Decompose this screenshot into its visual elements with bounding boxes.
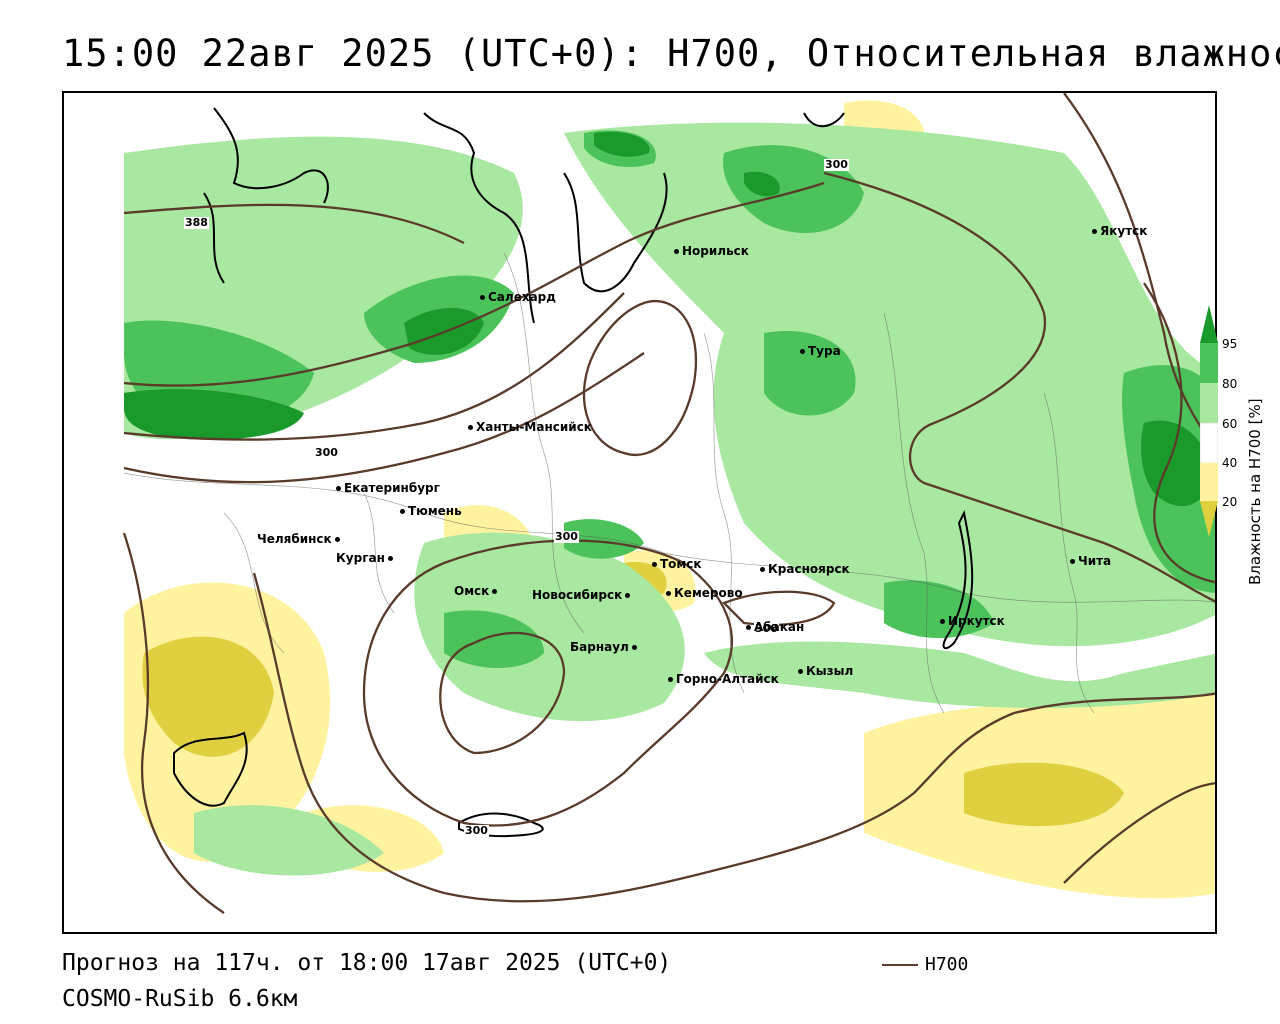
h700-contours bbox=[122, 93, 1215, 914]
city-label: Омск bbox=[454, 585, 500, 597]
city-marker-icon bbox=[631, 645, 637, 650]
city-marker-icon bbox=[387, 556, 393, 561]
city-label: Норильск bbox=[674, 245, 749, 257]
colorbar-band-20-40 bbox=[1200, 463, 1218, 501]
city-label: Екатеринбург bbox=[336, 482, 440, 494]
isoline-label: 300 bbox=[314, 446, 339, 459]
city-marker-icon bbox=[468, 425, 473, 430]
city-marker-icon bbox=[492, 589, 498, 594]
colorbar-band-60-80 bbox=[1200, 383, 1218, 423]
city-marker-icon bbox=[674, 249, 679, 254]
map-title: 15:00 22авг 2025 (UTC+0): H700, Относите… bbox=[62, 32, 1280, 75]
model-name: COSMO-RuSib 6.6км bbox=[62, 986, 298, 1012]
city-marker-icon bbox=[760, 567, 765, 572]
city-label: Красноярск bbox=[760, 563, 850, 575]
city-label: Курган bbox=[336, 552, 396, 564]
city-label: Якутск bbox=[1092, 225, 1147, 237]
admin-borders bbox=[123, 252, 1215, 714]
h700-legend-line bbox=[882, 964, 918, 966]
colorbar-tick: 20 bbox=[1222, 495, 1238, 509]
city-label: Новосибирск bbox=[532, 589, 633, 601]
city-label: Челябинск bbox=[257, 533, 343, 545]
city-label: Абакан bbox=[746, 621, 804, 633]
city-marker-icon bbox=[1070, 559, 1075, 564]
colorbar-bottom-arrow bbox=[1200, 501, 1218, 537]
colorbar-band-40-60 bbox=[1200, 422, 1218, 464]
isoline-label: 300 bbox=[824, 158, 849, 171]
city-label: Томск bbox=[652, 558, 702, 570]
colorbar-tick: 95 bbox=[1222, 337, 1238, 351]
colorbar-tick: 40 bbox=[1222, 456, 1238, 470]
forecast-map: 388 300 300 300 300 300 Норильск Якутск … bbox=[62, 91, 1217, 934]
colorbar-tick: 60 bbox=[1222, 417, 1238, 431]
city-marker-icon bbox=[800, 349, 805, 354]
city-label: Кемерово bbox=[666, 587, 743, 599]
city-marker-icon bbox=[1092, 229, 1097, 234]
forecast-info: Прогноз на 117ч. от 18:00 17авг 2025 (UT… bbox=[62, 950, 672, 976]
isoline-label: 300 bbox=[754, 622, 779, 635]
city-label: Ханты-Мансийск bbox=[468, 421, 592, 433]
city-label: Салехард bbox=[480, 291, 556, 303]
h700-legend-label: H700 bbox=[925, 954, 969, 975]
city-label: Барнаул bbox=[570, 641, 640, 653]
city-marker-icon bbox=[652, 562, 657, 567]
city-label: Тюмень bbox=[400, 505, 462, 517]
isoline-label: 388 bbox=[184, 216, 209, 229]
map-canvas bbox=[122, 93, 1215, 914]
city-marker-icon bbox=[480, 295, 485, 300]
city-marker-icon bbox=[400, 509, 405, 514]
city-label: Чита bbox=[1070, 555, 1111, 567]
city-marker-icon bbox=[336, 486, 341, 491]
city-label: Кызыл bbox=[798, 665, 853, 677]
city-marker-icon bbox=[668, 677, 673, 682]
city-marker-icon bbox=[746, 625, 751, 630]
city-label: Тура bbox=[800, 345, 841, 357]
colorbar-top-arrow bbox=[1200, 305, 1218, 343]
city-marker-icon bbox=[798, 669, 803, 674]
humidity-colorbar bbox=[1200, 305, 1218, 537]
city-marker-icon bbox=[334, 537, 340, 542]
isoline-label: 300 bbox=[464, 824, 489, 837]
city-marker-icon bbox=[940, 619, 945, 624]
city-label: Горно-Алтайск bbox=[668, 673, 779, 685]
colorbar-title: Влажность на H700 [%] bbox=[1246, 398, 1264, 585]
coastline bbox=[173, 107, 974, 838]
city-marker-icon bbox=[625, 593, 631, 598]
city-label: Иркутск bbox=[940, 615, 1005, 627]
colorbar-band-80-95 bbox=[1200, 343, 1218, 383]
isoline-label: 300 bbox=[554, 530, 579, 543]
city-marker-icon bbox=[666, 591, 671, 596]
colorbar-tick: 80 bbox=[1222, 377, 1238, 391]
